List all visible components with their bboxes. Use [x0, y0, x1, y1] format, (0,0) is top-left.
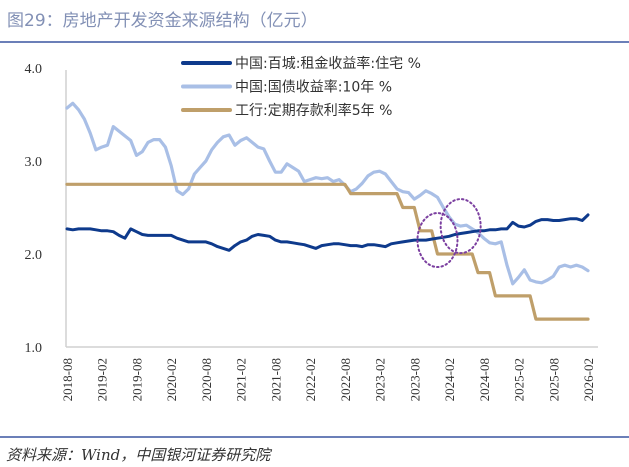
- x-tick-label: 2019-02: [95, 358, 110, 401]
- x-tick-label: 2023-02: [373, 358, 388, 401]
- series-line-0: [65, 213, 590, 252]
- footer-rule: [0, 436, 629, 438]
- legend-label-2: 工行:定期存款利率5年 %: [235, 102, 392, 119]
- annotations: [416, 198, 482, 269]
- x-tick-label: 2019-08: [129, 358, 144, 401]
- x-tick-label: 2025-02: [512, 358, 527, 401]
- series-line-1: [65, 101, 590, 286]
- y-tick-label: 3.0: [25, 155, 43, 170]
- x-tick-label: 2023-08: [407, 358, 422, 401]
- x-tick-label: 2020-02: [164, 358, 179, 401]
- series-line-2: [65, 182, 590, 321]
- axes: 4.0 3.0 2.0 1.0 2018-08 2019-02 2019-08 2020-02…: [25, 62, 598, 401]
- source-note: 资料来源：Wind，中国银河证券研究院: [6, 446, 271, 464]
- x-tick-label: 2025-08: [546, 358, 561, 401]
- x-tick-label: 2022-02: [303, 358, 318, 401]
- annotation-ellipse-0: [416, 212, 459, 269]
- legend: 中国:百城:租金收益率:住宅 % 中国:国债收益率:10年 % 工行:定期存款利率5…: [181, 55, 421, 119]
- x-tick-label: 2021-08: [268, 358, 283, 401]
- x-tick-label: 2022-08: [338, 358, 353, 401]
- series-lines: [65, 101, 590, 321]
- x-tick-label: 2024-08: [477, 358, 492, 401]
- x-tick-label: 2024-02: [442, 358, 457, 401]
- legend-label-0: 中国:百城:租金收益率:住宅 %: [235, 55, 421, 72]
- title-rule: [0, 41, 629, 43]
- y-tick-label: 1.0: [25, 341, 43, 356]
- x-tick-label: 2026-02: [581, 358, 596, 401]
- annotation-ellipse-1: [439, 198, 482, 255]
- y-tick-label: 4.0: [25, 62, 43, 77]
- x-tick-label: 2021-02: [234, 358, 249, 401]
- y-tick-label: 2.0: [25, 248, 43, 263]
- legend-label-1: 中国:国债收益率:10年 %: [235, 79, 392, 96]
- figure-title: 图29：房地产开发资金来源结构（亿元）: [7, 11, 318, 31]
- line-chart: 4.0 3.0 2.0 1.0 2018-08 2019-02 2019-08 2020-02…: [25, 55, 598, 401]
- x-tick-label: 2018-08: [60, 358, 75, 401]
- x-tick-label: 2020-08: [199, 358, 214, 401]
